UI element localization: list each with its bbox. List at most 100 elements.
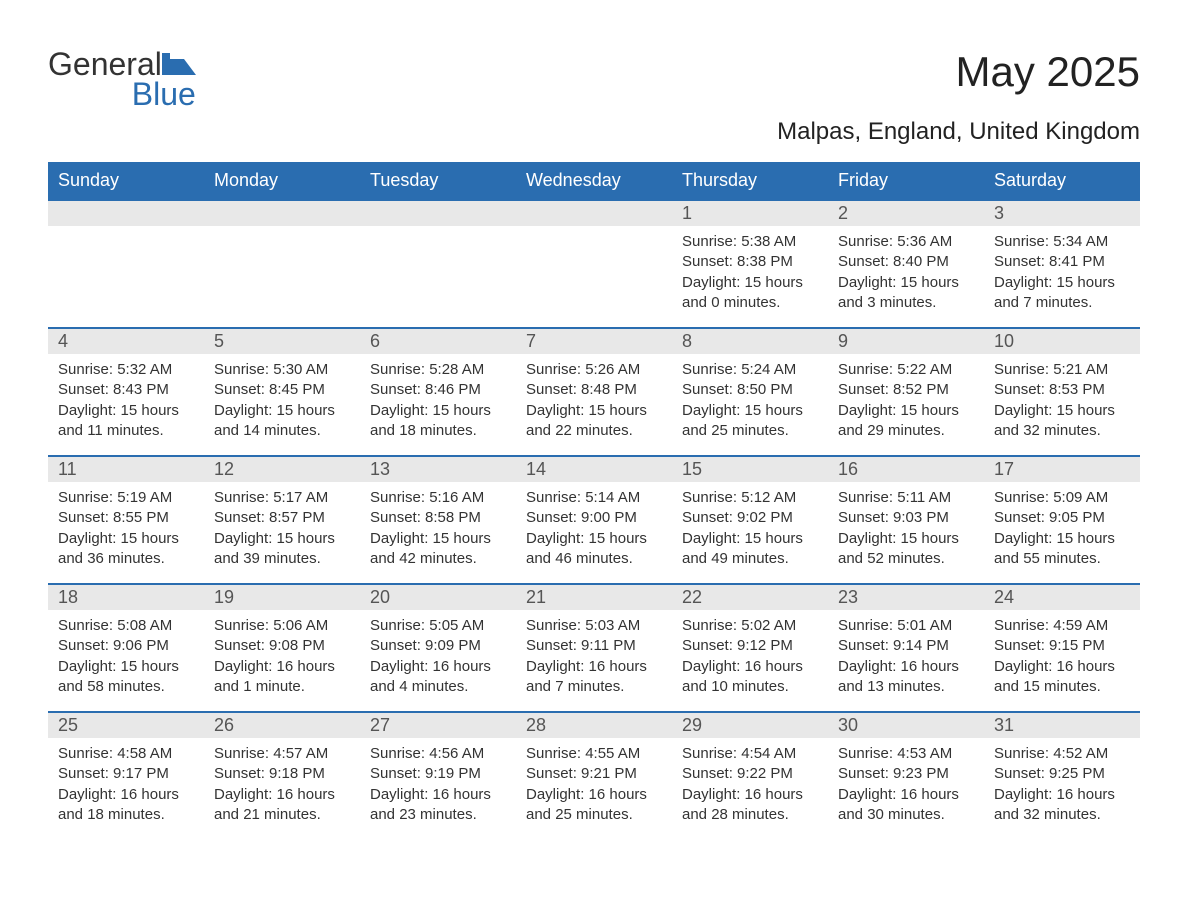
sunrise-text: Sunrise: 4:53 AM xyxy=(838,744,974,764)
sunrise-text: Sunrise: 5:34 AM xyxy=(994,232,1130,252)
daylight-text: and 25 minutes. xyxy=(682,421,818,441)
calendar-cell: 29Sunrise: 4:54 AMSunset: 9:22 PMDayligh… xyxy=(672,712,828,840)
day-number xyxy=(204,201,360,226)
weekday-header: Saturday xyxy=(984,162,1140,200)
daylight-text: and 32 minutes. xyxy=(994,421,1130,441)
calendar-cell xyxy=(48,200,204,328)
calendar-cell xyxy=(516,200,672,328)
day-number: 11 xyxy=(48,457,204,482)
daylight-text: and 0 minutes. xyxy=(682,293,818,313)
day-number: 18 xyxy=(48,585,204,610)
day-body: Sunrise: 5:06 AMSunset: 9:08 PMDaylight:… xyxy=(204,610,360,703)
sunset-text: Sunset: 9:22 PM xyxy=(682,764,818,784)
day-body: Sunrise: 4:57 AMSunset: 9:18 PMDaylight:… xyxy=(204,738,360,831)
daylight-text: Daylight: 16 hours xyxy=(838,657,974,677)
day-number xyxy=(516,201,672,226)
sunset-text: Sunset: 8:46 PM xyxy=(370,380,506,400)
calendar-cell: 7Sunrise: 5:26 AMSunset: 8:48 PMDaylight… xyxy=(516,328,672,456)
daylight-text: and 52 minutes. xyxy=(838,549,974,569)
day-number xyxy=(48,201,204,226)
weekday-header: Monday xyxy=(204,162,360,200)
sunset-text: Sunset: 9:18 PM xyxy=(214,764,350,784)
sunset-text: Sunset: 8:57 PM xyxy=(214,508,350,528)
sunset-text: Sunset: 9:21 PM xyxy=(526,764,662,784)
daylight-text: Daylight: 15 hours xyxy=(994,401,1130,421)
day-body xyxy=(204,226,360,238)
sunset-text: Sunset: 9:05 PM xyxy=(994,508,1130,528)
day-body xyxy=(48,226,204,238)
day-number: 26 xyxy=(204,713,360,738)
sunset-text: Sunset: 9:00 PM xyxy=(526,508,662,528)
calendar-cell: 14Sunrise: 5:14 AMSunset: 9:00 PMDayligh… xyxy=(516,456,672,584)
daylight-text: and 7 minutes. xyxy=(526,677,662,697)
calendar-cell: 1Sunrise: 5:38 AMSunset: 8:38 PMDaylight… xyxy=(672,200,828,328)
daylight-text: and 58 minutes. xyxy=(58,677,194,697)
sunrise-text: Sunrise: 5:21 AM xyxy=(994,360,1130,380)
day-body: Sunrise: 4:53 AMSunset: 9:23 PMDaylight:… xyxy=(828,738,984,831)
calendar-cell: 9Sunrise: 5:22 AMSunset: 8:52 PMDaylight… xyxy=(828,328,984,456)
daylight-text: Daylight: 16 hours xyxy=(58,785,194,805)
day-body: Sunrise: 5:26 AMSunset: 8:48 PMDaylight:… xyxy=(516,354,672,447)
day-body: Sunrise: 4:56 AMSunset: 9:19 PMDaylight:… xyxy=(360,738,516,831)
calendar-cell xyxy=(204,200,360,328)
day-body: Sunrise: 5:21 AMSunset: 8:53 PMDaylight:… xyxy=(984,354,1140,447)
day-number: 3 xyxy=(984,201,1140,226)
weekday-header: Wednesday xyxy=(516,162,672,200)
day-number: 13 xyxy=(360,457,516,482)
day-number: 20 xyxy=(360,585,516,610)
daylight-text: and 14 minutes. xyxy=(214,421,350,441)
sunset-text: Sunset: 9:06 PM xyxy=(58,636,194,656)
daylight-text: and 42 minutes. xyxy=(370,549,506,569)
sunset-text: Sunset: 8:45 PM xyxy=(214,380,350,400)
calendar-cell: 26Sunrise: 4:57 AMSunset: 9:18 PMDayligh… xyxy=(204,712,360,840)
daylight-text: Daylight: 16 hours xyxy=(994,657,1130,677)
daylight-text: Daylight: 16 hours xyxy=(682,785,818,805)
day-number: 9 xyxy=(828,329,984,354)
day-body: Sunrise: 4:54 AMSunset: 9:22 PMDaylight:… xyxy=(672,738,828,831)
calendar-cell: 31Sunrise: 4:52 AMSunset: 9:25 PMDayligh… xyxy=(984,712,1140,840)
calendar-cell: 19Sunrise: 5:06 AMSunset: 9:08 PMDayligh… xyxy=(204,584,360,712)
calendar-row: 4Sunrise: 5:32 AMSunset: 8:43 PMDaylight… xyxy=(48,328,1140,456)
sunset-text: Sunset: 8:55 PM xyxy=(58,508,194,528)
sunset-text: Sunset: 9:11 PM xyxy=(526,636,662,656)
calendar-cell: 21Sunrise: 5:03 AMSunset: 9:11 PMDayligh… xyxy=(516,584,672,712)
sunset-text: Sunset: 9:02 PM xyxy=(682,508,818,528)
daylight-text: Daylight: 15 hours xyxy=(214,529,350,549)
daylight-text: Daylight: 15 hours xyxy=(58,401,194,421)
logo-text: General Blue xyxy=(48,48,196,110)
sunrise-text: Sunrise: 5:08 AM xyxy=(58,616,194,636)
calendar-row: 1Sunrise: 5:38 AMSunset: 8:38 PMDaylight… xyxy=(48,200,1140,328)
day-body: Sunrise: 5:11 AMSunset: 9:03 PMDaylight:… xyxy=(828,482,984,575)
day-body: Sunrise: 5:08 AMSunset: 9:06 PMDaylight:… xyxy=(48,610,204,703)
daylight-text: and 28 minutes. xyxy=(682,805,818,825)
daylight-text: and 10 minutes. xyxy=(682,677,818,697)
daylight-text: and 18 minutes. xyxy=(58,805,194,825)
daylight-text: Daylight: 15 hours xyxy=(526,529,662,549)
calendar-cell: 11Sunrise: 5:19 AMSunset: 8:55 PMDayligh… xyxy=(48,456,204,584)
calendar-cell: 23Sunrise: 5:01 AMSunset: 9:14 PMDayligh… xyxy=(828,584,984,712)
sunset-text: Sunset: 8:43 PM xyxy=(58,380,194,400)
sunrise-text: Sunrise: 5:06 AM xyxy=(214,616,350,636)
sunrise-text: Sunrise: 5:22 AM xyxy=(838,360,974,380)
sunrise-text: Sunrise: 5:14 AM xyxy=(526,488,662,508)
day-number: 24 xyxy=(984,585,1140,610)
sunset-text: Sunset: 9:14 PM xyxy=(838,636,974,656)
location: Malpas, England, United Kingdom xyxy=(48,118,1140,146)
calendar-cell: 6Sunrise: 5:28 AMSunset: 8:46 PMDaylight… xyxy=(360,328,516,456)
day-body: Sunrise: 5:12 AMSunset: 9:02 PMDaylight:… xyxy=(672,482,828,575)
daylight-text: Daylight: 15 hours xyxy=(682,401,818,421)
title-block: May 2025 xyxy=(956,48,1140,96)
sunset-text: Sunset: 8:48 PM xyxy=(526,380,662,400)
day-number: 6 xyxy=(360,329,516,354)
daylight-text: and 32 minutes. xyxy=(994,805,1130,825)
sunrise-text: Sunrise: 5:05 AM xyxy=(370,616,506,636)
calendar-cell: 8Sunrise: 5:24 AMSunset: 8:50 PMDaylight… xyxy=(672,328,828,456)
day-body: Sunrise: 5:30 AMSunset: 8:45 PMDaylight:… xyxy=(204,354,360,447)
day-body: Sunrise: 5:05 AMSunset: 9:09 PMDaylight:… xyxy=(360,610,516,703)
sunrise-text: Sunrise: 5:30 AM xyxy=(214,360,350,380)
daylight-text: Daylight: 15 hours xyxy=(214,401,350,421)
day-body: Sunrise: 5:24 AMSunset: 8:50 PMDaylight:… xyxy=(672,354,828,447)
daylight-text: and 36 minutes. xyxy=(58,549,194,569)
page-title: May 2025 xyxy=(956,48,1140,96)
sunrise-text: Sunrise: 5:12 AM xyxy=(682,488,818,508)
